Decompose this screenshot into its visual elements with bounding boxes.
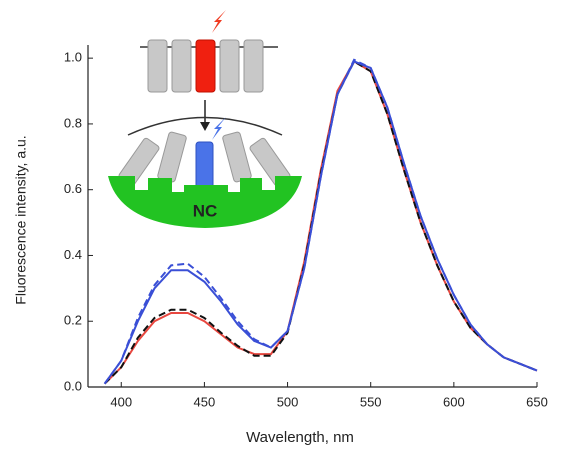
x-tick-label: 500 [277,394,299,409]
x-tick-label: 550 [360,394,382,409]
data-line [103,58,538,385]
x-tick-label: 600 [443,394,465,409]
x-tick-label: 400 [110,394,132,409]
x-axis-label: Wavelength, nm [246,429,354,446]
y-tick-label: 0.0 [64,378,82,393]
y-tick-label: 0.8 [64,115,82,130]
x-tick-label: 650 [526,394,548,409]
y-tick-label: 1.0 [64,50,82,65]
inset-diagram: NC [108,10,302,228]
x-tick-label: 450 [194,394,216,409]
y-tick-label: 0.2 [64,313,82,328]
y-tick-label: 0.6 [64,181,82,196]
y-axis-label: Fluorescence intensity, a.u. [13,135,29,304]
y-tick-label: 0.4 [64,247,82,262]
inset-label: NC [193,201,218,220]
